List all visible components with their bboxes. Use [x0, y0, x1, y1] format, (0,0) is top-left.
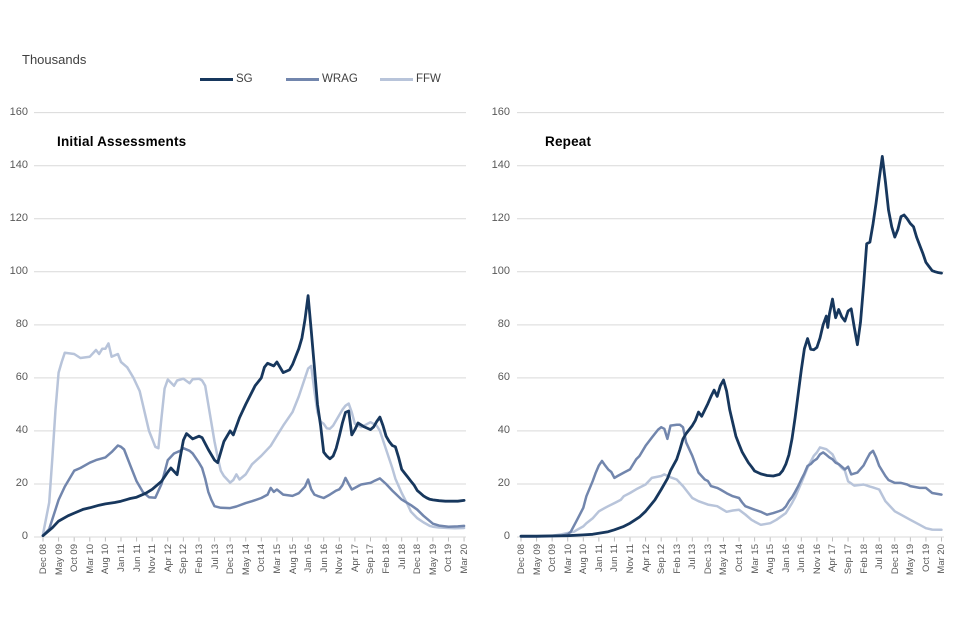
legend-item-wrag: WRAG — [286, 72, 358, 86]
x-tick-label: Nov 16 — [334, 544, 346, 575]
legend-item-sg: SG — [200, 72, 253, 86]
y-tick-label: 20 — [497, 476, 510, 489]
x-tick-label: Oct 19 — [443, 544, 455, 572]
x-tick-label: Apr 12 — [162, 544, 174, 572]
y-tick-label: 40 — [497, 423, 510, 436]
y-tick-label: 60 — [497, 370, 510, 383]
x-tick-label: Mar 20 — [936, 544, 948, 574]
chart-line-wrag-initial — [41, 444, 466, 537]
x-tick-label: Jun 11 — [131, 544, 143, 572]
y-tick-label: 40 — [15, 423, 28, 436]
x-tick-label: Jan 11 — [593, 544, 605, 572]
x-tick-label: Aug 10 — [578, 544, 590, 575]
x-tick-label: May 19 — [427, 544, 439, 576]
x-tick-label: Jun 16 — [318, 544, 330, 573]
y-tick-label: 80 — [497, 317, 510, 330]
chart-line-sg-initial — [41, 294, 466, 538]
x-tick-label: Sep 17 — [843, 544, 855, 575]
x-tick-label: May 09 — [53, 544, 65, 576]
x-tick-label: Dec 18 — [412, 544, 424, 575]
x-tick-label: Apr 12 — [640, 544, 652, 572]
x-tick-label: Jan 11 — [115, 544, 127, 572]
x-tick-label: May 14 — [718, 544, 730, 576]
x-tick-label: Oct 14 — [256, 544, 268, 572]
x-tick-label: Nov 11 — [625, 544, 637, 574]
y-tick-label: 0 — [21, 530, 28, 542]
x-tick-label: Apr 17 — [349, 544, 361, 572]
x-tick-label: Nov 11 — [147, 544, 159, 574]
x-tick-label: Jul 18 — [396, 544, 408, 570]
x-tick-label: Dec 18 — [889, 544, 901, 575]
chart-title-initial-assessments: Initial Assessments — [57, 134, 187, 149]
x-tick-label: Dec 08 — [516, 544, 527, 575]
x-tick-label: Oct 19 — [920, 544, 932, 572]
x-tick-label: Mar 10 — [84, 544, 96, 574]
axis-unit-label: Thousands — [22, 52, 87, 67]
x-tick-label: Jun 11 — [609, 544, 621, 572]
x-tick-label: Jul 13 — [687, 544, 699, 570]
x-tick-label: Apr 17 — [827, 544, 839, 572]
ffw-line-swatch-icon — [380, 77, 413, 81]
x-tick-label: Feb 13 — [671, 544, 683, 574]
x-tick-label: May 09 — [531, 544, 543, 576]
wrag-line-swatch-icon — [286, 77, 319, 81]
x-tick-label: Jan 16 — [780, 544, 792, 573]
y-tick-label: 60 — [15, 370, 28, 383]
x-tick-label: Nov 16 — [811, 544, 823, 575]
x-tick-label: Jul 13 — [209, 544, 221, 570]
x-tick-label: Feb 18 — [858, 544, 870, 574]
legend-item-ffw: FFW — [380, 72, 441, 86]
x-tick-label: Feb 18 — [381, 544, 393, 574]
y-tick-label: 120 — [9, 211, 28, 224]
x-tick-label: May 14 — [240, 544, 252, 576]
chart-line-ffw-repeat — [519, 446, 943, 538]
y-tick-label: 140 — [9, 158, 28, 171]
x-tick-label: Aug 15 — [287, 544, 299, 575]
y-tick-label: 80 — [15, 317, 28, 330]
y-tick-label: 160 — [9, 105, 28, 118]
x-tick-label: Sep 12 — [656, 544, 668, 575]
x-tick-label: Dec 13 — [702, 544, 714, 575]
x-tick-label: Feb 13 — [193, 544, 205, 574]
legend-label-sg: SG — [236, 73, 253, 85]
y-tick-label: 20 — [15, 476, 28, 489]
x-tick-label: Mar 15 — [749, 544, 761, 574]
y-tick-label: 140 — [491, 158, 510, 171]
x-tick-label: Jul 18 — [874, 544, 886, 570]
chart-line-ffw-initial — [41, 342, 466, 536]
x-tick-label: Jan 16 — [303, 544, 315, 573]
chart-title-repeat: Repeat — [545, 134, 592, 149]
y-tick-label: 100 — [491, 264, 510, 277]
x-tick-label: Jun 16 — [796, 544, 808, 573]
y-tick-label: 100 — [9, 264, 28, 277]
x-tick-label: Oct 09 — [69, 544, 81, 572]
y-tick-label: 120 — [491, 211, 510, 224]
x-tick-label: Mar 10 — [562, 544, 574, 574]
x-tick-label: Dec 08 — [38, 544, 49, 575]
x-tick-label: Oct 14 — [734, 544, 746, 572]
x-tick-label: Mar 20 — [459, 544, 471, 574]
x-tick-label: Sep 17 — [365, 544, 377, 575]
chart-line-sg-repeat — [519, 154, 943, 538]
x-tick-label: Sep 12 — [178, 544, 190, 575]
legend-label-wrag: WRAG — [322, 73, 358, 85]
x-tick-label: May 19 — [905, 544, 917, 576]
x-tick-label: Dec 13 — [225, 544, 237, 575]
x-tick-label: Mar 15 — [271, 544, 283, 574]
x-tick-label: Aug 10 — [100, 544, 112, 575]
x-tick-label: Aug 15 — [765, 544, 777, 575]
legend-label-ffw: FFW — [416, 73, 441, 85]
sg-line-swatch-icon — [200, 77, 233, 81]
x-tick-label: Oct 09 — [547, 544, 559, 572]
chart-line-wrag-repeat — [519, 423, 943, 538]
y-tick-label: 0 — [503, 530, 510, 542]
y-tick-label: 160 — [491, 105, 510, 118]
